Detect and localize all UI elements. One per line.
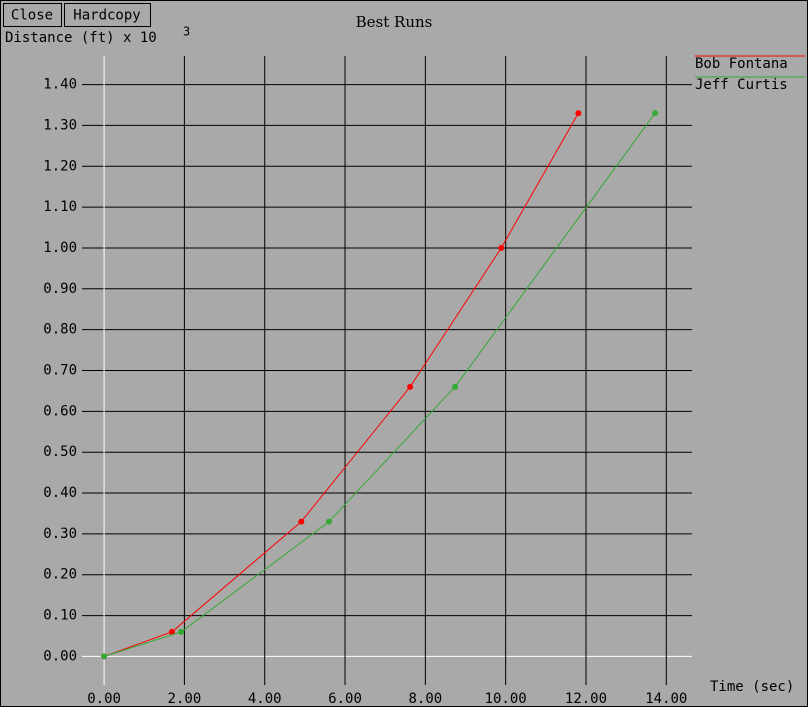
series-line <box>103 112 579 657</box>
y-tick-label: 1.20 <box>43 158 77 174</box>
data-point <box>168 628 175 635</box>
data-point <box>298 518 305 525</box>
hardcopy-button[interactable]: Hardcopy <box>64 3 151 27</box>
y-tick-label: 1.10 <box>43 199 77 215</box>
data-point <box>575 110 582 117</box>
y-tick-label: 0.70 <box>43 363 77 379</box>
x-tick-label: 0.00 <box>87 691 121 707</box>
data-point <box>652 110 659 117</box>
chart-title: Best Runs <box>356 13 433 31</box>
x-tick-label: 6.00 <box>328 691 362 707</box>
x-tick-label: 10.00 <box>485 691 527 707</box>
y-axis-label: Distance (ft) x 10 <box>5 30 157 46</box>
y-tick-label: 0.30 <box>43 526 77 542</box>
button-label[interactable]: Hardcopy <box>73 8 140 24</box>
data-point <box>407 383 414 390</box>
x-axis-label: Time (sec) <box>710 679 794 695</box>
button-frame[interactable] <box>64 3 151 27</box>
data-point <box>325 518 332 525</box>
data-point <box>101 653 108 660</box>
button-label[interactable]: Close <box>11 8 53 24</box>
data-point <box>452 383 459 390</box>
x-tick-label: 8.00 <box>408 691 442 707</box>
y-tick-label: 0.80 <box>43 322 77 338</box>
y-tick-label: 0.20 <box>43 567 77 583</box>
data-point <box>178 628 185 635</box>
button-frame[interactable] <box>3 3 62 27</box>
y-tick-label: 1.30 <box>43 117 77 133</box>
legend-label: Jeff Curtis <box>695 77 788 93</box>
x-tick-label: 14.00 <box>645 691 687 707</box>
y-tick-label: 0.90 <box>43 281 77 297</box>
close-button[interactable]: Close <box>3 3 62 27</box>
y-tick-label: 0.40 <box>43 485 77 501</box>
y-tick-label: 1.40 <box>43 77 77 93</box>
y-tick-label: 0.60 <box>43 403 77 419</box>
y-tick-label: 1.00 <box>43 240 77 256</box>
y-tick-label: 0.50 <box>43 444 77 460</box>
legend-label: Bob Fontana <box>695 56 788 72</box>
y-tick-label: 0.00 <box>43 648 77 664</box>
x-tick-label: 4.00 <box>248 691 282 707</box>
data-point <box>498 244 505 251</box>
y-tick-label: 0.10 <box>43 608 77 624</box>
x-tick-label: 12.00 <box>565 691 607 707</box>
x-tick-label: 2.00 <box>168 691 202 707</box>
y-axis-exponent: 3 <box>183 25 190 39</box>
